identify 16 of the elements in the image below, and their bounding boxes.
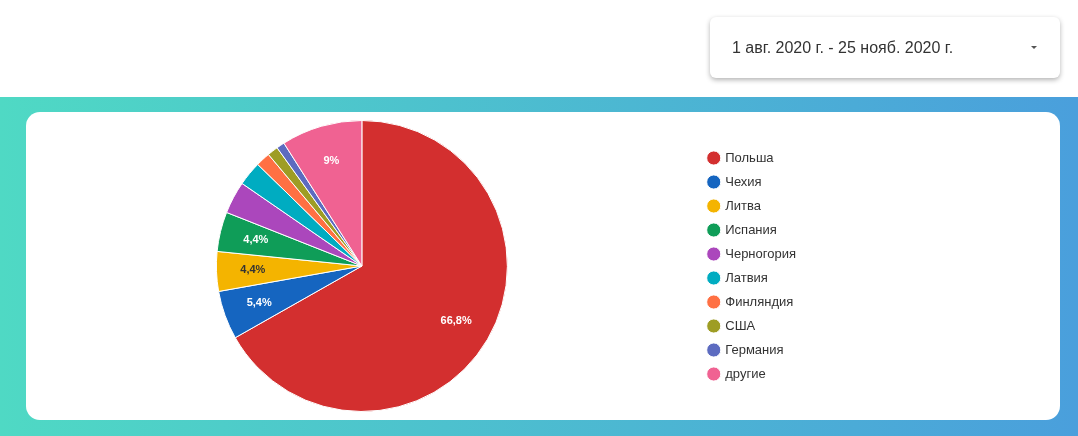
data-label: 66,8%	[440, 313, 472, 326]
data-label: 5,4%	[246, 296, 272, 308]
legend-label: Польша	[725, 149, 775, 165]
data-label: 4,4%	[243, 233, 269, 246]
legend-label: Черногория	[725, 245, 797, 261]
legend-label: Латвия	[725, 269, 768, 285]
legend-label: другие	[725, 365, 766, 381]
legend-label: США	[725, 317, 756, 333]
legend-label: Чехия	[725, 173, 762, 189]
data-label: 9%	[323, 154, 340, 167]
legend-label: Германия	[725, 341, 784, 357]
legend-label: Литва	[725, 197, 762, 213]
legend-label: Финляндия	[725, 293, 794, 309]
legend-label: Испания	[725, 221, 777, 237]
data-label: 4,4%	[240, 263, 266, 276]
date-range-selector: 1 авг. 2020 г. - 25 нояб. 2020 г.	[710, 17, 1060, 78]
